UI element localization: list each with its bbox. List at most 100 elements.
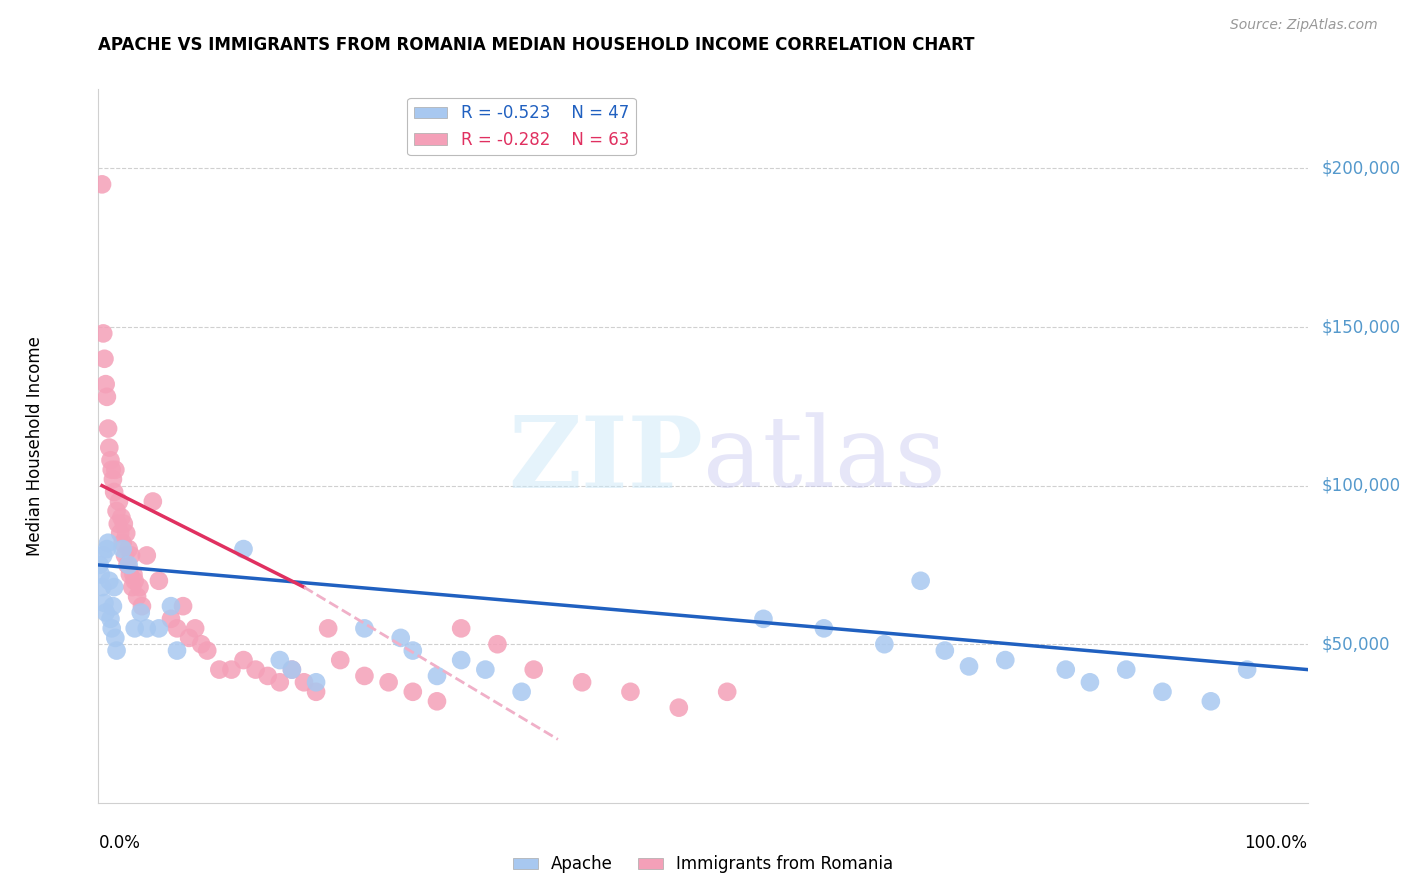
Text: 100.0%: 100.0% — [1244, 834, 1308, 852]
Point — [269, 653, 291, 667]
Point — [269, 675, 291, 690]
Point — [105, 643, 128, 657]
Point — [91, 549, 114, 563]
Point — [148, 621, 170, 635]
Point — [124, 574, 146, 588]
Point — [89, 558, 111, 572]
Point — [402, 685, 425, 699]
Point — [716, 685, 738, 699]
Point — [118, 542, 141, 557]
Point — [256, 669, 278, 683]
Point — [142, 494, 165, 508]
Point — [752, 612, 775, 626]
Point — [112, 516, 135, 531]
Point — [94, 377, 117, 392]
Text: APACHE VS IMMIGRANTS FROM ROMANIA MEDIAN HOUSEHOLD INCOME CORRELATION CHART: APACHE VS IMMIGRANTS FROM ROMANIA MEDIAN… — [98, 36, 974, 54]
Point — [450, 621, 472, 635]
Point — [353, 669, 375, 683]
Point — [184, 621, 207, 635]
Point — [101, 599, 124, 614]
Point — [96, 390, 118, 404]
Point — [121, 580, 143, 594]
Point — [118, 567, 141, 582]
Point — [1152, 685, 1174, 699]
Text: $100,000: $100,000 — [1322, 476, 1400, 495]
Point — [135, 549, 157, 563]
Point — [148, 574, 170, 588]
Point — [510, 685, 533, 699]
Point — [131, 599, 153, 614]
Point — [195, 643, 218, 657]
Point — [329, 653, 352, 667]
Point — [957, 659, 980, 673]
Point — [91, 580, 114, 594]
Point — [100, 612, 122, 626]
Point — [100, 621, 122, 635]
Point — [160, 612, 183, 626]
Point — [305, 685, 328, 699]
Point — [135, 621, 157, 635]
Point — [994, 653, 1017, 667]
Point — [128, 580, 150, 594]
Point — [100, 453, 122, 467]
Point — [523, 663, 546, 677]
Point — [668, 700, 690, 714]
Point — [108, 526, 131, 541]
Point — [105, 504, 128, 518]
Text: 0.0%: 0.0% — [98, 834, 141, 852]
Point — [111, 535, 134, 549]
Legend: Apache, Immigrants from Romania: Apache, Immigrants from Romania — [506, 849, 900, 880]
Point — [292, 675, 315, 690]
Point — [90, 567, 112, 582]
Point — [94, 606, 117, 620]
Point — [166, 643, 188, 657]
Point — [91, 326, 114, 341]
Point — [426, 669, 449, 683]
Text: Median Household Income: Median Household Income — [27, 336, 44, 556]
Point — [103, 580, 125, 594]
Point — [450, 653, 472, 667]
Point — [93, 596, 115, 610]
Point — [232, 542, 254, 557]
Point — [619, 685, 641, 699]
Point — [104, 631, 127, 645]
Point — [389, 631, 412, 645]
Point — [98, 441, 121, 455]
Point — [208, 663, 231, 677]
Point — [1236, 663, 1258, 677]
Point — [305, 675, 328, 690]
Point — [426, 694, 449, 708]
Point — [104, 463, 127, 477]
Point — [91, 178, 114, 192]
Point — [1054, 663, 1077, 677]
Point — [122, 567, 145, 582]
Point — [117, 558, 139, 572]
Point — [486, 637, 509, 651]
Point — [100, 463, 122, 477]
Point — [281, 663, 304, 677]
Point — [120, 549, 142, 563]
Point — [221, 663, 243, 677]
Point — [101, 472, 124, 486]
Point — [172, 599, 194, 614]
Point — [114, 549, 136, 563]
Point — [281, 663, 304, 677]
Text: $150,000: $150,000 — [1322, 318, 1400, 336]
Point — [353, 621, 375, 635]
Point — [96, 542, 118, 557]
Point — [1078, 675, 1101, 690]
Point — [402, 643, 425, 657]
Point — [115, 526, 138, 541]
Point — [910, 574, 932, 588]
Text: ZIP: ZIP — [508, 412, 703, 508]
Text: atlas: atlas — [703, 412, 946, 508]
Point — [98, 574, 121, 588]
Point — [245, 663, 267, 677]
Text: $50,000: $50,000 — [1322, 635, 1391, 653]
Point — [93, 351, 115, 366]
Point — [813, 621, 835, 635]
Point — [97, 535, 120, 549]
Point — [571, 675, 593, 690]
Point — [103, 485, 125, 500]
Point — [108, 494, 131, 508]
